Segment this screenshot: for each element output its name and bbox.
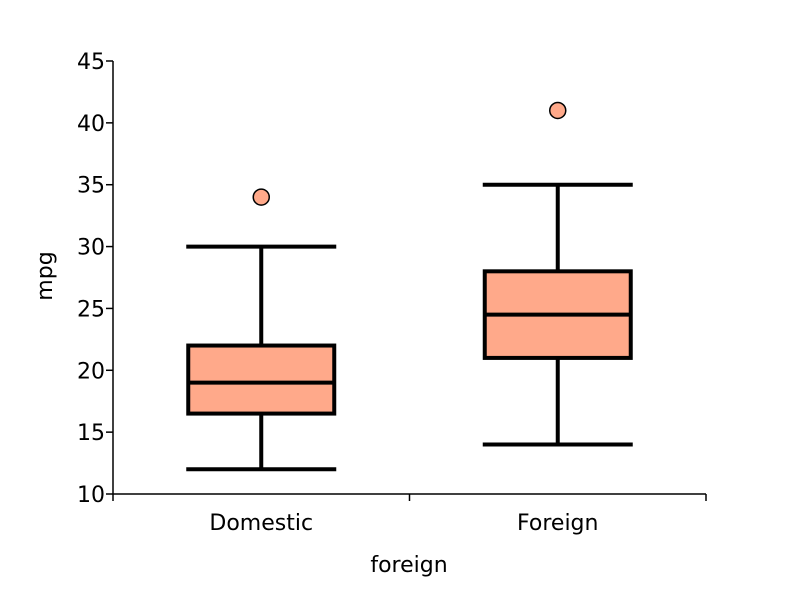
y-tick-label: 45 [77,50,105,75]
y-tick-label: 20 [77,359,105,384]
x-tick-label: Foreign [517,511,598,536]
x-tick-label: Domestic [209,511,313,536]
iqr-box [186,343,337,416]
y-tick-label: 25 [77,297,105,322]
outlier-point [252,188,270,206]
y-axis: 10 15 20 25 30 35 40 45 [77,50,114,508]
outlier-point [549,101,567,120]
plot-area [186,101,633,472]
box-group-domestic [186,188,337,472]
y-tick-label: 15 [77,421,105,446]
x-axis-title: foreign [370,553,447,578]
y-axis-title: mpg [33,251,58,300]
y-tick-label: 35 [77,174,105,199]
y-tick-label: 30 [77,236,105,261]
x-axis: Domestic Foreign [112,493,707,536]
y-tick-label: 10 [77,483,105,508]
y-tick-label: 40 [77,112,105,137]
box-group-foreign [482,101,633,447]
